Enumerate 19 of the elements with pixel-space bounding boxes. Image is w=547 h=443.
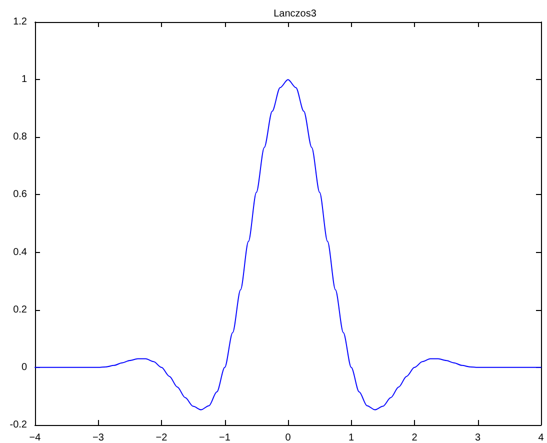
x-tick-label: 2 — [412, 432, 418, 443]
x-tick-label: 0 — [285, 432, 292, 443]
x-tick-label: 1 — [348, 432, 354, 443]
y-tick-label: 0 — [21, 362, 28, 373]
x-tick-label: −1 — [219, 432, 231, 443]
chart-title: Lanczos3 — [274, 8, 317, 20]
y-tick-label: 0.2 — [13, 304, 28, 316]
x-tick-label: −2 — [156, 432, 168, 443]
y-tick-label: 0.4 — [13, 246, 28, 258]
x-tick-label: −3 — [92, 432, 104, 443]
y-tick-label: 0.8 — [13, 132, 28, 143]
line-series — [34, 79, 542, 410]
y-tick-label: -0.2 — [10, 420, 28, 430]
x-tick-label: 3 — [474, 432, 481, 443]
x-tick-label: −4 — [29, 432, 42, 443]
y-tick-label: 1.2 — [13, 16, 28, 28]
x-tick-label: 4 — [538, 432, 544, 443]
y-tick-label: 1 — [21, 74, 28, 86]
y-tick-label: 0.6 — [13, 189, 28, 200]
